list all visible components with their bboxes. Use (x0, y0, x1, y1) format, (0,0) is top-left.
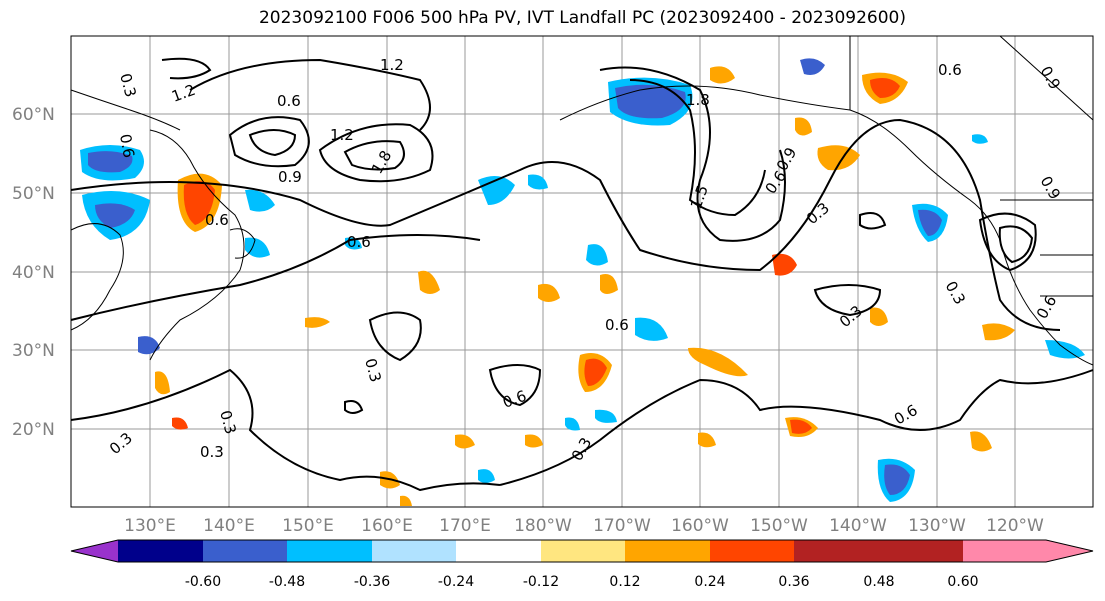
colorbar-tick-label: 0.60 (947, 574, 978, 590)
colorbar-tick-label: 0.48 (863, 574, 894, 590)
svg-text:0.6: 0.6 (347, 233, 371, 251)
svg-text:0.6: 0.6 (277, 92, 301, 110)
svg-text:0.9: 0.9 (278, 168, 302, 186)
svg-text:1.8: 1.8 (686, 91, 710, 109)
lon-label: 140°W (829, 516, 887, 536)
lon-label: 170°W (593, 516, 651, 536)
svg-text:0.6: 0.6 (938, 61, 962, 79)
colorbar-segment (203, 540, 287, 562)
colorbar-segment (879, 540, 963, 562)
lon-label: 120°W (986, 516, 1044, 536)
colorbar-segment (372, 540, 456, 562)
colorbar-outline (70, 539, 1094, 563)
graticule (71, 36, 1093, 507)
colorbar-extend-low (71, 540, 118, 562)
colorbar-segment (287, 540, 372, 562)
lat-label: 40°N (12, 263, 55, 283)
lon-label: 130°W (908, 516, 966, 536)
colorbar-tick-label: -0.24 (438, 574, 474, 590)
lon-label: 150°E (282, 516, 334, 536)
lat-label: 30°N (12, 341, 55, 361)
lon-label: 160°W (671, 516, 729, 536)
colorbar-segment (118, 540, 203, 562)
lat-label: 60°N (12, 105, 55, 125)
colorbar-tick-label: 0.24 (694, 574, 725, 590)
ivt-shading (80, 58, 1085, 506)
colorbar-tick-label: -0.60 (185, 574, 221, 590)
pv-contours (70, 57, 1094, 492)
lon-label: 130°E (124, 516, 176, 536)
colorbar-extend-high (963, 540, 1093, 562)
lon-label: 140°E (203, 516, 255, 536)
lon-label: 160°E (361, 516, 413, 536)
colorbar-tick-label: -0.48 (269, 574, 305, 590)
longitude-labels: 130°E 140°E 150°E 160°E 170°E 180°W 170°… (124, 516, 1044, 536)
colorbar-tick-label: -0.12 (523, 574, 559, 590)
colorbar-segment (456, 540, 541, 562)
colorbar-tick-label: -0.36 (354, 574, 390, 590)
lon-label: 150°W (750, 516, 808, 536)
svg-text:0.3: 0.3 (116, 71, 140, 99)
svg-text:0.6: 0.6 (116, 133, 138, 160)
lat-label: 50°N (12, 184, 55, 204)
lat-label: 20°N (12, 420, 55, 440)
svg-text:0.3: 0.3 (200, 443, 224, 461)
lon-label: 170°E (439, 516, 491, 536)
colorbar: -0.60 -0.48 -0.36 -0.24 -0.12 0.12 0.24 … (70, 539, 1094, 590)
svg-text:0.3: 0.3 (216, 408, 240, 436)
colorbar-segment (794, 540, 879, 562)
map-frame (70, 35, 1094, 508)
map-title: 2023092100 F006 500 hPa PV, IVT Landfall… (258, 8, 906, 28)
latitude-labels: 60°N 50°N 40°N 30°N 20°N (12, 105, 55, 440)
colorbar-tick-label: 0.12 (609, 574, 640, 590)
colorbar-segment (625, 540, 710, 562)
svg-text:0.6: 0.6 (605, 316, 629, 334)
colorbar-tick-label: 0.36 (778, 574, 809, 590)
colorbar-segment (541, 540, 625, 562)
svg-text:0.3: 0.3 (361, 356, 385, 384)
lon-label: 180°W (514, 516, 572, 536)
svg-text:0.6: 0.6 (205, 211, 229, 229)
svg-text:1.2: 1.2 (380, 56, 404, 74)
svg-text:1.2: 1.2 (330, 126, 354, 144)
colorbar-segment (710, 540, 794, 562)
